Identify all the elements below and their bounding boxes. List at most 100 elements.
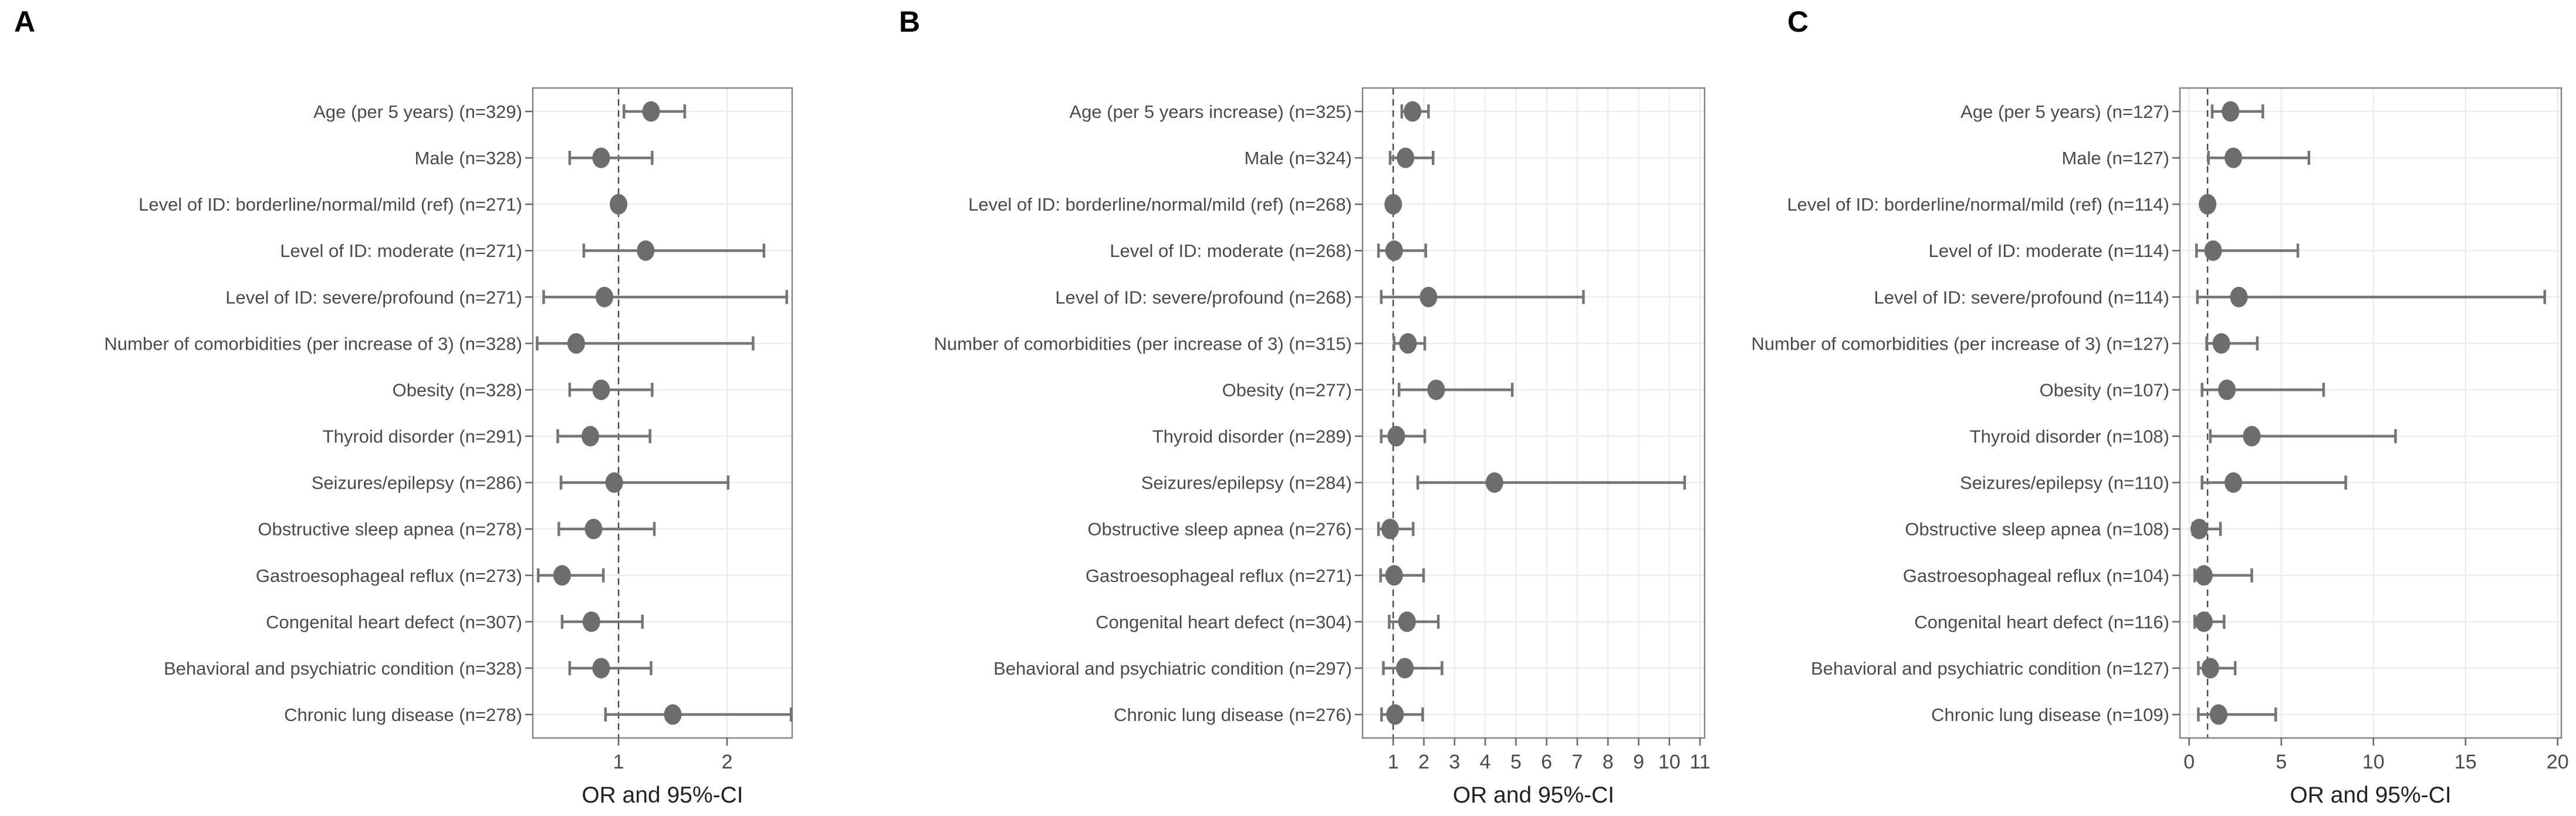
row-label: Gastroesophageal reflux (n=104) [1903, 566, 2169, 586]
plot-border [2179, 87, 2563, 739]
plot-border [1361, 87, 1706, 739]
row-label: Seizures/epilepsy (n=286) [312, 473, 522, 493]
row-label: Behavioral and psychiatric condition (n=… [1811, 658, 2169, 679]
row-label: Level of ID: borderline/normal/mild (ref… [1787, 194, 2169, 215]
row-label: Male (n=324) [1244, 148, 1352, 168]
x-tick-label: 20 [2547, 751, 2569, 773]
or-point [664, 704, 682, 725]
row-label: Gastroesophageal reflux (n=271) [1086, 566, 1352, 586]
row-label: Congenital heart defect (n=304) [1096, 612, 1352, 632]
row-label: Seizures/epilepsy (n=284) [1141, 473, 1352, 493]
row-label: Obesity (n=107) [2040, 380, 2169, 400]
or-point [1399, 333, 1417, 354]
or-point [2212, 333, 2230, 354]
row-label: Level of ID: moderate (n=114) [1929, 241, 2169, 261]
panel-a-letter: A [14, 5, 36, 38]
row-label: Behavioral and psychiatric condition (n=… [164, 658, 522, 679]
row-label: Chronic lung disease (n=276) [1114, 705, 1352, 725]
or-point [567, 333, 585, 354]
or-point [592, 658, 610, 679]
row-label: Thyroid disorder (n=291) [323, 426, 522, 447]
row-label: Level of ID: borderline/normal/mild (ref… [138, 194, 522, 215]
or-point [610, 194, 628, 215]
row-label: Level of ID: moderate (n=268) [1110, 241, 1352, 261]
or-point [2201, 658, 2219, 679]
or-point [2218, 379, 2236, 400]
or-point [2222, 101, 2240, 122]
panel-c: 0 5 10 15 20 OR and 95%-CI Age (per 5 years) (… [1752, 87, 2569, 808]
row-label: Age (per 5 years) (n=329) [313, 101, 522, 122]
row-label: Chronic lung disease (n=109) [1931, 705, 2169, 725]
or-point [2195, 611, 2213, 632]
x-tick-label: 1 [1388, 751, 1399, 773]
row-label: Obesity (n=328) [393, 380, 522, 400]
row-label: Obstructive sleep apnea (n=108) [1905, 519, 2169, 540]
row-label: Congenital heart defect (n=116) [1914, 612, 2169, 632]
row-label: Number of comorbidities (per increase of… [934, 333, 1352, 354]
x-tick-label: 10 [1658, 751, 1681, 773]
or-point [637, 240, 655, 261]
x-tick-label: 0 [2183, 751, 2195, 773]
or-point [2195, 565, 2213, 586]
row-label: Level of ID: severe/profound (n=271) [225, 287, 522, 307]
x-tick-label: 9 [1633, 751, 1644, 773]
row-label: Thyroid disorder (n=289) [1152, 426, 1352, 447]
x-tick-label: 1 [613, 751, 624, 773]
or-point [1386, 704, 1404, 725]
row-label: Age (per 5 years) (n=127) [1960, 101, 2169, 122]
or-point [1387, 426, 1405, 447]
panel-b-letter: B [899, 5, 921, 38]
row-label: Thyroid disorder (n=108) [1970, 426, 2169, 447]
or-point [1385, 240, 1403, 261]
x-tick-label: 4 [1480, 751, 1491, 773]
row-label: Male (n=328) [414, 148, 522, 168]
or-point [1381, 519, 1399, 540]
row-label: Seizures/epilepsy (n=110) [1960, 473, 2169, 493]
x-tick-label: 6 [1541, 751, 1552, 773]
or-point [2209, 704, 2227, 725]
x-tick-label: 3 [1449, 751, 1460, 773]
or-point [553, 565, 571, 586]
or-point [582, 426, 600, 447]
row-label: Chronic lung disease (n=278) [284, 705, 522, 725]
or-point [2190, 519, 2208, 540]
or-point [2225, 147, 2243, 168]
or-point [1398, 611, 1416, 632]
plot-border [532, 87, 793, 739]
or-point [1427, 379, 1445, 400]
x-axis-title: OR and 95%-CI [2290, 783, 2451, 808]
x-tick-label: 2 [1418, 751, 1429, 773]
panel-c-letter: C [1787, 5, 1809, 38]
or-point [592, 147, 610, 168]
row-label: Number of comorbidities (per increase of… [1752, 333, 2169, 354]
row-label: Gastroesophageal reflux (n=273) [256, 566, 522, 586]
or-point [1396, 658, 1414, 679]
or-point [2230, 286, 2248, 307]
or-point [1404, 101, 1422, 122]
row-label: Level of ID: borderline/normal/mild (ref… [968, 194, 1352, 215]
or-point [596, 286, 614, 307]
or-point [1419, 286, 1438, 307]
x-tick-label: 8 [1603, 751, 1614, 773]
x-tick-label: 10 [2362, 751, 2385, 773]
or-point [2204, 240, 2222, 261]
row-label: Level of ID: severe/profound (n=268) [1055, 287, 1352, 307]
x-tick-label: 15 [2455, 751, 2477, 773]
row-label: Level of ID: moderate (n=271) [280, 241, 522, 261]
or-point [1485, 472, 1503, 493]
row-label: Obesity (n=277) [1222, 380, 1352, 400]
row-label: Male (n=127) [2061, 148, 2169, 168]
row-label: Number of comorbidities (per increase of… [104, 333, 522, 354]
or-point [2199, 194, 2217, 215]
row-label: Congenital heart defect (n=307) [266, 612, 522, 632]
or-point [1384, 194, 1402, 215]
row-label: Obstructive sleep apnea (n=276) [1087, 519, 1352, 540]
row-label: Obstructive sleep apnea (n=278) [258, 519, 522, 540]
x-tick-label: 2 [722, 751, 733, 773]
x-tick-label: 5 [1510, 751, 1522, 773]
or-point [1397, 147, 1415, 168]
x-tick-label: 7 [1572, 751, 1583, 773]
or-point [592, 379, 610, 400]
row-label: Age (per 5 years increase) (n=325) [1069, 101, 1352, 122]
